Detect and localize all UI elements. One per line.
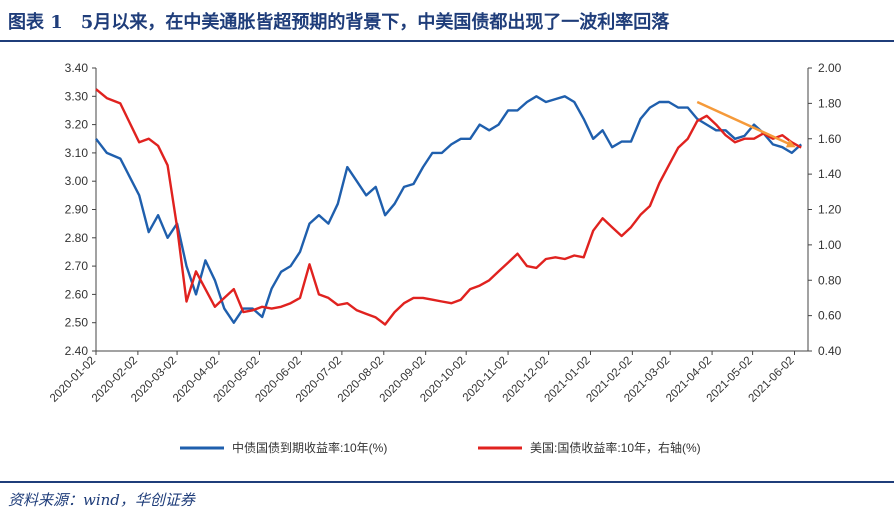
source-divider (0, 481, 894, 483)
left-axis-tick-label: 3.10 (65, 146, 89, 160)
left-axis-tick-label: 2.70 (65, 259, 89, 273)
trend-arrow-head (785, 139, 796, 148)
left-axis-tick-label: 2.60 (65, 287, 89, 301)
right-axis-tick-label: 1.00 (818, 238, 842, 252)
figure-title: 图表 1 5月以来，在中美通胀皆超预期的背景下，中美国债都出现了一波利率回落 (8, 12, 670, 33)
right-axis-tick-label: 1.20 (818, 203, 842, 217)
right-axis-tick-label: 2.00 (818, 61, 842, 75)
right-axis-tick-label: 0.40 (818, 344, 842, 358)
right-axis-tick-label: 1.40 (818, 167, 842, 181)
title-divider (0, 40, 894, 42)
legend-china-label: 中债国债到期收益率:10年(%) (232, 440, 387, 455)
left-axis-tick-label: 2.80 (65, 231, 89, 245)
us-10y-yield-line (95, 88, 802, 326)
trend-arrow-shaft (696, 100, 791, 146)
figure-title-bar: 图表 1 5月以来，在中美通胀皆超预期的背景下，中美国债都出现了一波利率回落 (0, 0, 894, 40)
x-axis-tick-label: 2021-06-02 (747, 355, 797, 405)
left-axis-tick-label: 2.90 (65, 203, 89, 217)
left-axis-tick-label: 2.40 (65, 344, 89, 358)
china-10y-yield-line (95, 95, 803, 324)
left-axis-tick-label: 2.50 (65, 316, 89, 330)
left-axis-tick-label: 3.00 (65, 174, 89, 188)
right-axis-tick-label: 1.80 (818, 96, 842, 110)
legend-us-label: 美国:国债收益率:10年，右轴(%) (530, 440, 701, 455)
left-axis-tick-label: 3.30 (65, 89, 89, 103)
left-axis-tick-label: 3.20 (65, 118, 89, 132)
right-axis-tick-label: 0.80 (818, 273, 842, 287)
chart-svg: 2.40 2.50 2.60 2.70 2.80 2.90 3.00 3.10 3.20 3.30… (48, 61, 842, 455)
source-note: 资料来源：wind，华创证券 (8, 491, 195, 509)
right-axis-tick-label: 0.60 (818, 309, 842, 323)
right-axis-tick-label: 1.60 (818, 132, 842, 146)
left-axis-tick-label: 3.40 (65, 61, 89, 75)
